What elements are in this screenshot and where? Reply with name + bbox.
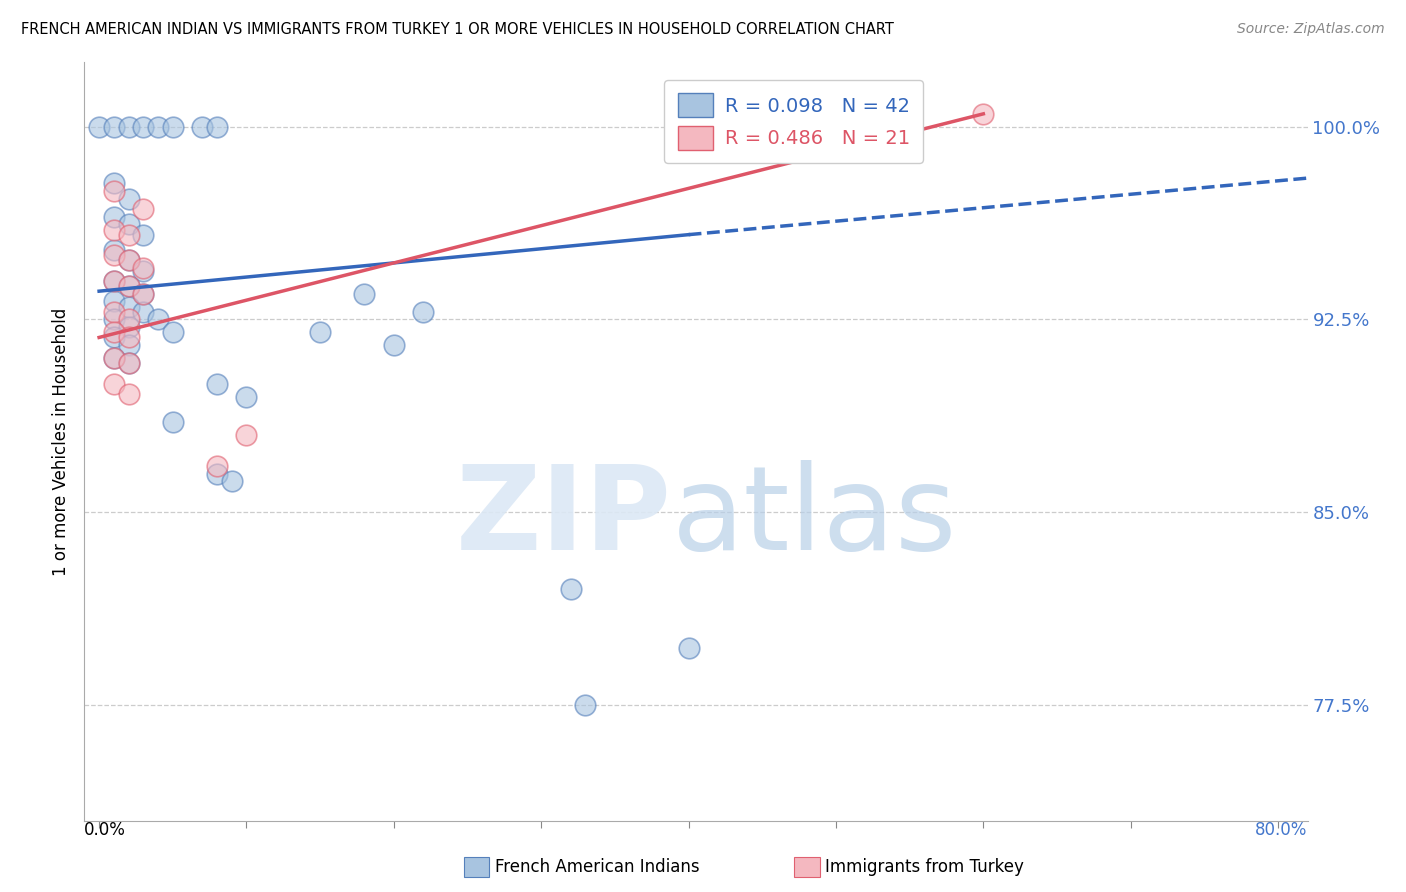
Point [117,279,139,293]
Text: French American Indians: French American Indians [495,858,700,876]
Point [117,330,139,344]
Point [162,415,184,429]
Point [574,698,596,712]
Point [205,120,228,134]
Text: Immigrants from Turkey: Immigrants from Turkey [825,858,1024,876]
Point [117,253,139,268]
Point [132,261,155,276]
Point [117,356,139,370]
Point [205,467,228,481]
Point [221,475,243,489]
Point [146,312,169,326]
Point [103,248,125,262]
Point [117,279,139,293]
Point [132,202,155,216]
Text: Source: ZipAtlas.com: Source: ZipAtlas.com [1237,22,1385,37]
Point [117,253,139,268]
Point [103,376,125,391]
Point [382,338,405,352]
Point [103,351,125,365]
Point [103,330,125,344]
Point [205,458,228,473]
Point [117,227,139,242]
Text: 80.0%: 80.0% [1256,821,1308,838]
Point [132,304,155,318]
Point [117,356,139,370]
Point [87,120,110,134]
Point [678,641,700,656]
Point [235,390,257,404]
Text: 0.0%: 0.0% [84,821,127,838]
Text: FRENCH AMERICAN INDIAN VS IMMIGRANTS FROM TURKEY 1 OR MORE VEHICLES IN HOUSEHOLD: FRENCH AMERICAN INDIAN VS IMMIGRANTS FRO… [21,22,894,37]
Point [132,263,155,277]
Point [117,300,139,314]
Point [132,227,155,242]
Point [117,387,139,401]
Point [191,120,214,134]
Point [103,326,125,340]
Point [132,286,155,301]
Point [103,304,125,318]
Point [103,120,125,134]
Point [117,120,139,134]
Point [117,338,139,352]
Point [117,320,139,334]
Point [117,312,139,326]
Point [117,218,139,232]
Point [353,286,375,301]
Point [103,274,125,288]
Point [205,376,228,391]
Point [103,351,125,365]
Point [162,326,184,340]
Point [117,192,139,206]
Point [132,120,155,134]
Point [235,428,257,442]
Point [103,312,125,326]
Point [132,286,155,301]
Point [146,120,169,134]
Point [412,304,434,318]
Point [972,107,994,121]
Point [103,222,125,236]
Point [309,326,332,340]
Point [103,176,125,190]
Point [103,294,125,309]
Text: atlas: atlas [672,460,957,574]
Legend: R = 0.098   N = 42, R = 0.486   N = 21: R = 0.098 N = 42, R = 0.486 N = 21 [664,79,924,163]
Point [103,210,125,224]
Point [162,120,184,134]
Text: ZIP: ZIP [456,460,672,574]
Point [103,274,125,288]
Point [103,184,125,198]
Y-axis label: 1 or more Vehicles in Household: 1 or more Vehicles in Household [52,308,70,575]
Point [560,582,582,597]
Point [103,243,125,257]
